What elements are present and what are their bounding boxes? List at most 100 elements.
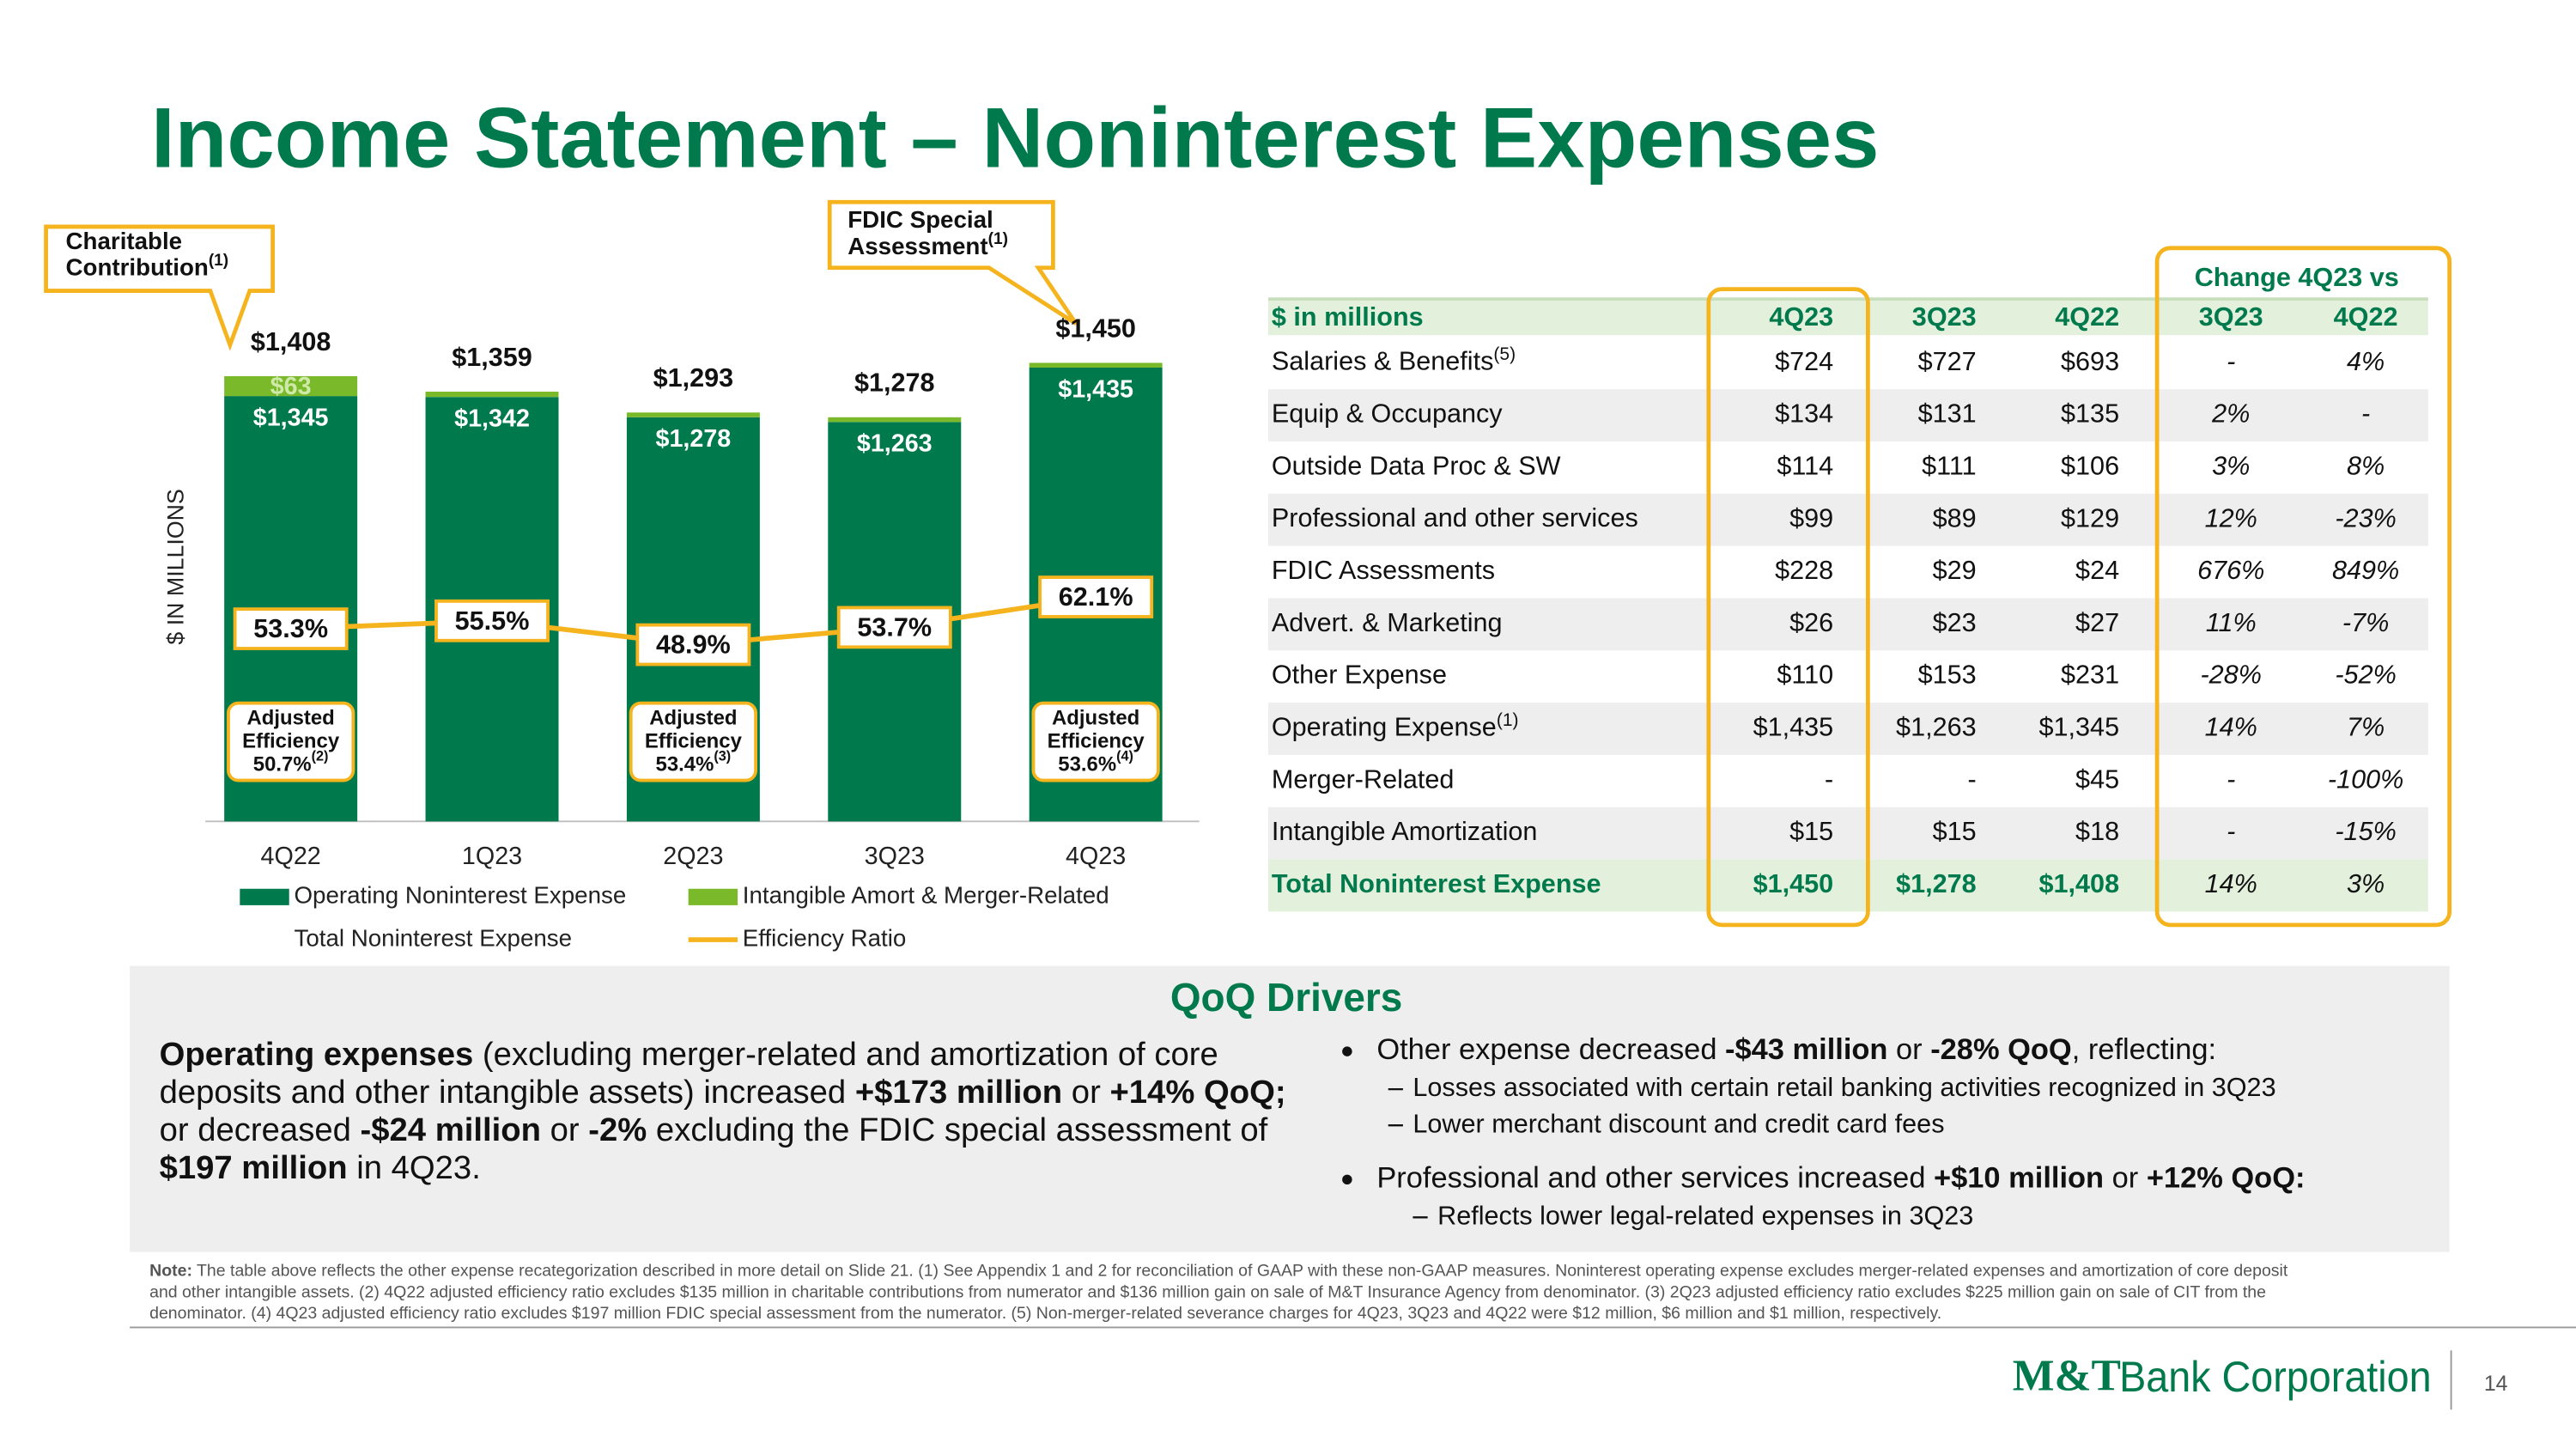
table-cell: 849% [2332, 556, 2399, 585]
callout-line: FDIC Special [848, 207, 993, 234]
table-cell: $18 [2075, 817, 2119, 846]
superscript: (5) [1493, 344, 1516, 364]
bar-segment [425, 391, 559, 398]
table-cell: $231 [2061, 661, 2119, 690]
adjusted-efficiency-text: Efficiency [1048, 730, 1145, 753]
sub-bullet-text: Lower merchant discount and credit card … [1413, 1109, 1944, 1138]
superscript: (1) [988, 230, 1008, 248]
rich-text-run: or [1062, 1074, 1109, 1111]
ratio-label: 48.9% [656, 630, 731, 660]
callout-text: Contribution(1) [66, 252, 229, 281]
table-cell: $1,408 [2039, 869, 2120, 898]
table-cell: $1,450 [1753, 869, 1834, 898]
table-cell: $1,278 [1896, 869, 1977, 898]
rich-text-run: Professional and other services increase… [1376, 1161, 1934, 1194]
bar-segment [626, 412, 760, 417]
rich-text-run: in 4Q23. [348, 1149, 481, 1186]
table-row-band [1268, 389, 2428, 441]
sub-bullet-text: Reflects lower legal-related expenses in… [1437, 1201, 1973, 1230]
slide-title: Income Statement – Noninterest Expenses [151, 91, 1879, 186]
table-cell: $99 [1789, 503, 1833, 533]
legend-label: Efficiency Ratio [743, 924, 907, 951]
callout-line: Charitable [66, 228, 183, 254]
table-cell: $29 [1933, 556, 1977, 585]
table-cell: -52% [2335, 661, 2396, 690]
superscript: (4) [1116, 749, 1133, 764]
table-cell: $27 [2075, 608, 2119, 637]
row-label-text: Total Noninterest Expense [1272, 869, 1601, 898]
bar-value-label: $1,263 [857, 430, 933, 458]
table-cell: - [2227, 817, 2235, 846]
legend-swatch [240, 888, 289, 905]
table-cell: $153 [1918, 661, 1977, 690]
callout-box [827, 199, 1078, 326]
table-cell: -28% [2200, 661, 2261, 690]
table-background [130, 297, 2450, 1252]
total-label: $1,359 [452, 343, 532, 372]
table-cell: $727 [1918, 347, 1977, 376]
row-label-text: Advert. & Marketing [1272, 608, 1503, 637]
callout-line: Contribution [66, 254, 209, 281]
table-cell: $134 [1775, 399, 1833, 429]
table-header: $ in millions [1272, 302, 1424, 332]
table-cell: - [2227, 347, 2235, 376]
legend-label: Operating Noninterest Expense [294, 882, 626, 909]
table-cell: - [1825, 764, 1833, 794]
table-cell: 676% [2197, 556, 2264, 585]
total-label: $1,450 [1055, 314, 1136, 343]
legend-label: Total Noninterest Expense [294, 924, 572, 951]
rich-text-run: excluding the FDIC special assessment of [647, 1111, 1267, 1148]
adjusted-efficiency-line: Efficiency [242, 730, 340, 753]
rich-text-run: +$173 million [855, 1074, 1062, 1111]
drivers-title: QoQ Drivers [1170, 975, 1402, 1020]
superscript: (2) [312, 749, 329, 764]
superscript: (3) [714, 749, 731, 764]
row-label: Merger-Related [1272, 764, 1455, 794]
row-label: FDIC Assessments [1272, 556, 1495, 585]
table-cell: 4% [2347, 347, 2385, 376]
table-cell: $1,263 [1896, 713, 1977, 742]
table-cell: $724 [1775, 347, 1833, 376]
footnote-text: denominator. (4) 4Q23 adjusted efficienc… [149, 1304, 1941, 1323]
table-cell: $111 [1922, 451, 1977, 480]
ratio-label-box [836, 606, 952, 649]
row-label-text: Merger-Related [1272, 764, 1455, 794]
table-header: 3Q23 [1912, 302, 1977, 332]
table-cell: - [2361, 399, 2370, 429]
adjusted-efficiency-line: Adjusted [246, 707, 334, 730]
ratio-label: 53.3% [253, 614, 328, 643]
callout-line: Assessment [848, 233, 987, 259]
table-total-band [1268, 859, 2428, 912]
row-label-text: Outside Data Proc & SW [1272, 451, 1561, 480]
bar-value-label: $1,342 [454, 405, 530, 433]
table-cell: 3% [2347, 869, 2385, 898]
footnote-label: Note: [149, 1262, 192, 1281]
drivers-paragraph-line: $197 million in 4Q23. [160, 1149, 481, 1186]
table-cell: 8% [2347, 451, 2385, 480]
adjusted-efficiency-box [1031, 701, 1160, 782]
adjusted-efficiency-line: Efficiency [645, 730, 743, 753]
rich-text-run: -$43 million [1725, 1033, 1887, 1066]
table-cell: $45 [2075, 764, 2119, 794]
table-row-band [1268, 493, 2428, 546]
adjusted-efficiency-line: 50.7% [253, 753, 312, 776]
sub-bullet-text: Losses associated with certain retail ba… [1413, 1073, 2275, 1102]
highlight-frame [1706, 287, 1870, 928]
rich-text-run: +14% QoQ; [1109, 1074, 1285, 1111]
row-label-text: FDIC Assessments [1272, 556, 1495, 585]
table-cell: $693 [2061, 347, 2119, 376]
adjusted-efficiency-line: Efficiency [1048, 730, 1145, 753]
row-label: Outside Data Proc & SW [1272, 451, 1561, 480]
rich-text-run: , reflecting: [2072, 1033, 2216, 1066]
ratio-label-box [233, 607, 349, 650]
table-cell: -23% [2335, 503, 2396, 533]
table-cell: $131 [1918, 399, 1977, 429]
bullet [1342, 1174, 1352, 1185]
rich-text-run: (excluding merger-related and amortizati… [473, 1036, 1218, 1073]
adjusted-efficiency-text: 50.7%(2) [253, 749, 329, 776]
table-cell: -7% [2342, 608, 2389, 637]
footnote-line: and other intangible assets. (2) 4Q22 ad… [149, 1282, 2266, 1301]
y-axis-label: $ IN MILLIONS [163, 489, 189, 644]
x-tick-label: 4Q23 [1066, 843, 1126, 870]
